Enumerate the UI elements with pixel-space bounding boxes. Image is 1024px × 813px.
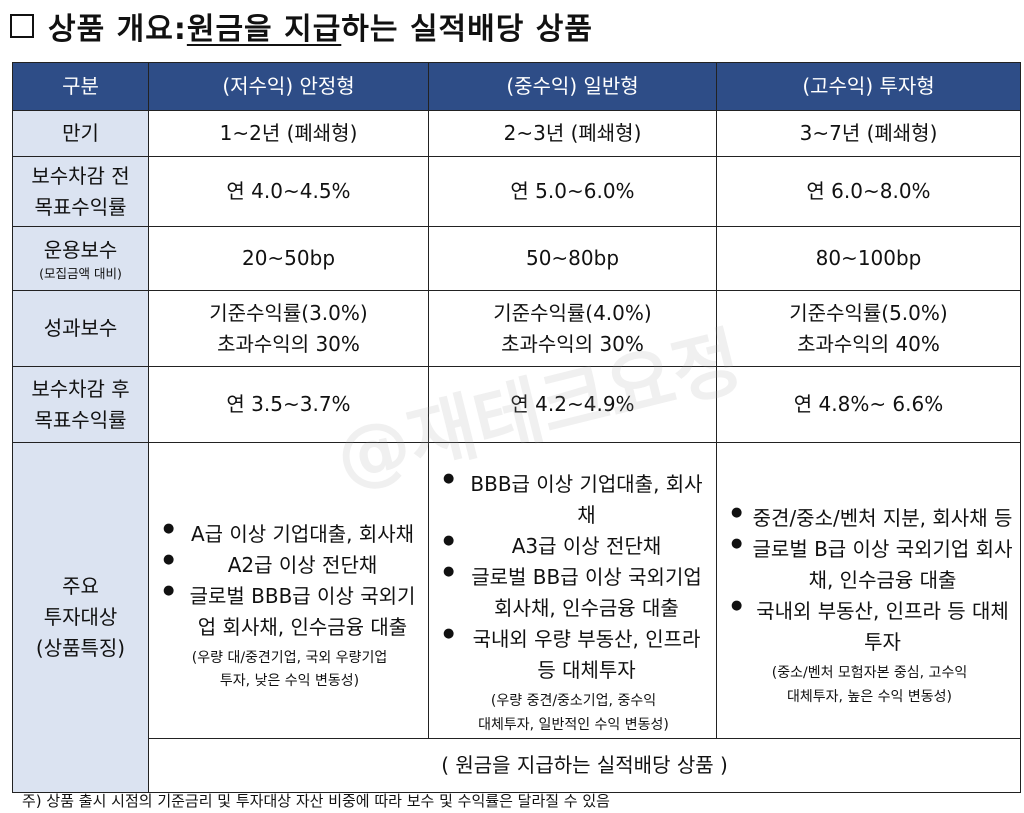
table-cell: 연 4.8%~ 6.6% [716,366,1021,443]
list-item: A3급 이상 전단채 [437,531,710,562]
list-item: BBB급 이상 기업대출, 회사채 [437,469,710,531]
header-general: (중수익) 일반형 [428,62,717,111]
list-item: 글로벌 BB급 이상 국외기업 회사채, 인수금융 대출 [437,562,710,624]
list-item: 글로벌 B급 이상 국외기업 회사채, 인수금융 대출 [725,534,1014,596]
table-row-summary: ( 원금을 지급하는 실적배당 상품 ) [13,737,1021,793]
table-row-performance-fee: 성과보수 기준수익률(3.0%) 초과수익의 30% 기준수익률(4.0%) 초… [12,290,1021,367]
table-cell: 80~100bp [716,226,1021,291]
note-line: (우량 대/중견기업, 국외 우량기업 [191,649,388,666]
table-cell: 1~2년 (폐쇄형) [148,110,429,157]
list-item: 글로벌 BBB급 이상 국외기업 회사채, 인수금융 대출 [157,581,422,643]
table-cell: 기준수익률(3.0%) 초과수익의 30% [148,290,429,367]
investment-cell-general: BBB급 이상 기업대출, 회사채 A3급 이상 전단채 글로벌 BB급 이상 … [428,442,717,739]
table-row-pre-fee-target: 보수차감 전 목표수익률 연 4.0~4.5% 연 5.0~6.0% 연 6.0… [12,156,1021,227]
table-cell: 연 5.0~6.0% [428,156,717,227]
row-label-line: 보수차감 후 [31,376,130,401]
row-label: 보수차감 후 목표수익률 [12,366,149,443]
summary-cell: ( 원금을 지급하는 실적배당 상품 ) [148,737,1021,793]
row-label-line: 투자대상 [43,604,118,629]
table-cell: 연 6.0~8.0% [716,156,1021,227]
table-cell: 연 3.5~3.7% [148,366,429,443]
investment-note: (중소/벤처 모험자본 중심, 고수익 대체투자, 높은 수익 변동성) [725,662,1014,710]
title-suffix: 하는 실적배당 상품 [341,12,593,47]
row-sublabel: (모집금액 대비) [39,265,122,281]
title-underlined: 원금을 지급 [186,12,342,47]
table-cell: 기준수익률(4.0%) 초과수익의 30% [428,290,717,367]
header-investment: (고수익) 투자형 [716,62,1021,111]
cell-line: 기준수익률(4.0%) [493,300,652,325]
row-label-line: 운용보수 [43,237,118,262]
investment-note: (우량 중견/중소기업, 중수익 대체투자, 일반적인 수익 변동성) [437,690,710,738]
row-label-line: 주요 [62,573,99,598]
product-overview-table: 구분 (저수익) 안정형 (중수익) 일반형 (고수익) 투자형 만기 1~2년… [12,62,1021,793]
note-line: (중소/벤처 모험자본 중심, 고수익 [771,665,968,681]
table-cell: 20~50bp [148,226,429,291]
row-label: 주요 투자대상 (상품특징) [12,442,149,793]
table-cell: 3~7년 (폐쇄형) [716,110,1021,157]
row-label-line: (상품특징) [35,635,126,660]
row-label: 보수차감 전 목표수익률 [12,156,149,227]
investment-note: (우량 대/중견기업, 국외 우량기업 투자, 낮은 수익 변동성) [157,647,422,695]
page-title: 상품 개요: 원금을 지급 하는 실적배당 상품 [10,4,593,48]
cell-line: 기준수익률(5.0%) [789,300,948,325]
row-label-line: 보수차감 전 [31,163,130,188]
table-row-maturity: 만기 1~2년 (폐쇄형) 2~3년 (폐쇄형) 3~7년 (폐쇄형) [12,110,1021,157]
row-label: 운용보수 (모집금액 대비) [12,226,149,291]
cell-line: 초과수익의 30% [501,331,644,356]
row-label: 만기 [12,110,149,157]
investment-cell-stable: A급 이상 기업대출, 회사채 A2급 이상 전단채 글로벌 BBB급 이상 국… [148,442,429,739]
row-label-line: 목표수익률 [34,194,127,219]
cell-line: 초과수익의 30% [217,331,360,356]
cell-line: 기준수익률(3.0%) [209,300,368,325]
table-row-management-fee: 운용보수 (모집금액 대비) 20~50bp 50~80bp 80~100bp [12,226,1021,291]
table-row-post-fee-target: 보수차감 후 목표수익률 연 3.5~3.7% 연 4.2~4.9% 연 4.8… [12,366,1021,443]
row-label-line: 목표수익률 [34,407,127,432]
row-label: 성과보수 [12,290,149,367]
table-cell: 연 4.2~4.9% [428,366,717,443]
checkbox-square-icon [10,14,34,38]
list-item: A2급 이상 전단채 [157,550,422,581]
list-item: 중견/중소/벤처 지분, 회사채 등 [725,503,1014,534]
table-cell: 2~3년 (폐쇄형) [428,110,717,157]
list-item: 국내외 우량 부동산, 인프라 등 대체투자 [437,624,710,686]
note-line: (우량 중견/중소기업, 중수익 [490,693,657,709]
note-line: 대체투자, 높은 수익 변동성) [787,688,952,705]
list-item: 국내외 부동산, 인프라 등 대체투자 [725,596,1014,658]
investment-cell-investment: 중견/중소/벤처 지분, 회사채 등 글로벌 B급 이상 국외기업 회사채, 인… [716,442,1021,739]
title-prefix: 상품 개요: [48,12,187,47]
note-line: 투자, 낮은 수익 변동성) [219,673,360,690]
cell-line: 초과수익의 40% [797,331,940,356]
table-cell: 50~80bp [428,226,717,291]
header-stable: (저수익) 안정형 [148,62,429,111]
table-cell: 연 4.0~4.5% [148,156,429,227]
list-item: A급 이상 기업대출, 회사채 [157,519,422,550]
header-category: 구분 [12,62,149,111]
note-line: 대체투자, 일반적인 수익 변동성) [478,716,669,733]
table-cell: 기준수익률(5.0%) 초과수익의 40% [716,290,1021,367]
footnote: 주) 상품 출시 시점의 기준금리 및 투자대상 자산 비중에 따라 보수 및 … [22,792,610,810]
header-row: 구분 (저수익) 안정형 (중수익) 일반형 (고수익) 투자형 [12,62,1021,111]
table-row-investment-targets: 주요 투자대상 (상품특징) A급 이상 기업대출, 회사채 A2급 이상 전단… [12,442,1021,793]
